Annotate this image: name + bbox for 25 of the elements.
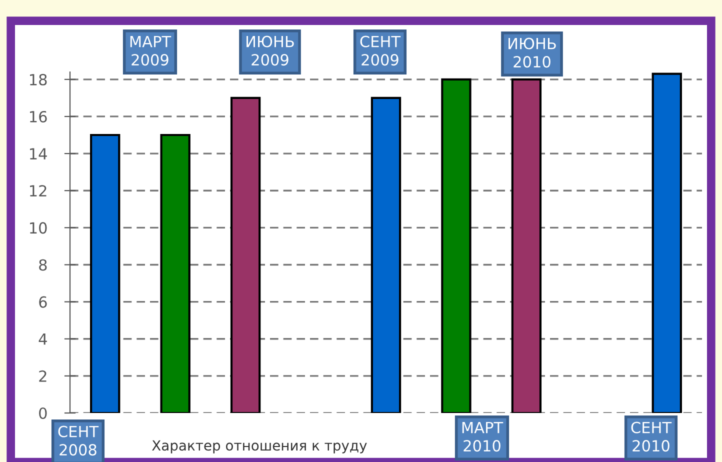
x-axis-title: Характер отношения к труду — [152, 440, 367, 454]
bar — [90, 134, 120, 413]
y-tick-label: 2 — [39, 370, 46, 382]
y-tick-label: 6 — [39, 296, 47, 308]
bar — [160, 134, 190, 413]
bar — [652, 72, 682, 413]
y-tick-label: 16 — [30, 110, 47, 122]
text: ИЮНЬ 2010 — [508, 38, 556, 68]
y-tick-label: 14 — [30, 148, 47, 160]
bar — [511, 78, 542, 413]
bar — [441, 78, 472, 413]
text: СЕНТ 2009 — [360, 36, 401, 66]
text: МАРТ 2010 — [462, 422, 504, 452]
y-tick-label: 18 — [30, 74, 47, 86]
y-tick-label: 8 — [39, 259, 47, 271]
text: СЕНТ 2010 — [631, 422, 672, 452]
y-tick-label: 10 — [30, 222, 47, 234]
y-tick-label: 12 — [30, 185, 46, 196]
bar — [230, 96, 261, 413]
text: ИЮНЬ 2009 — [246, 36, 294, 66]
text: МАРТ 2009 — [130, 36, 172, 66]
y-tick-label: 0 — [39, 407, 47, 420]
text: СЕНТ 2008 — [58, 426, 99, 456]
bar — [370, 96, 402, 413]
y-tick-label: 4 — [38, 334, 47, 345]
